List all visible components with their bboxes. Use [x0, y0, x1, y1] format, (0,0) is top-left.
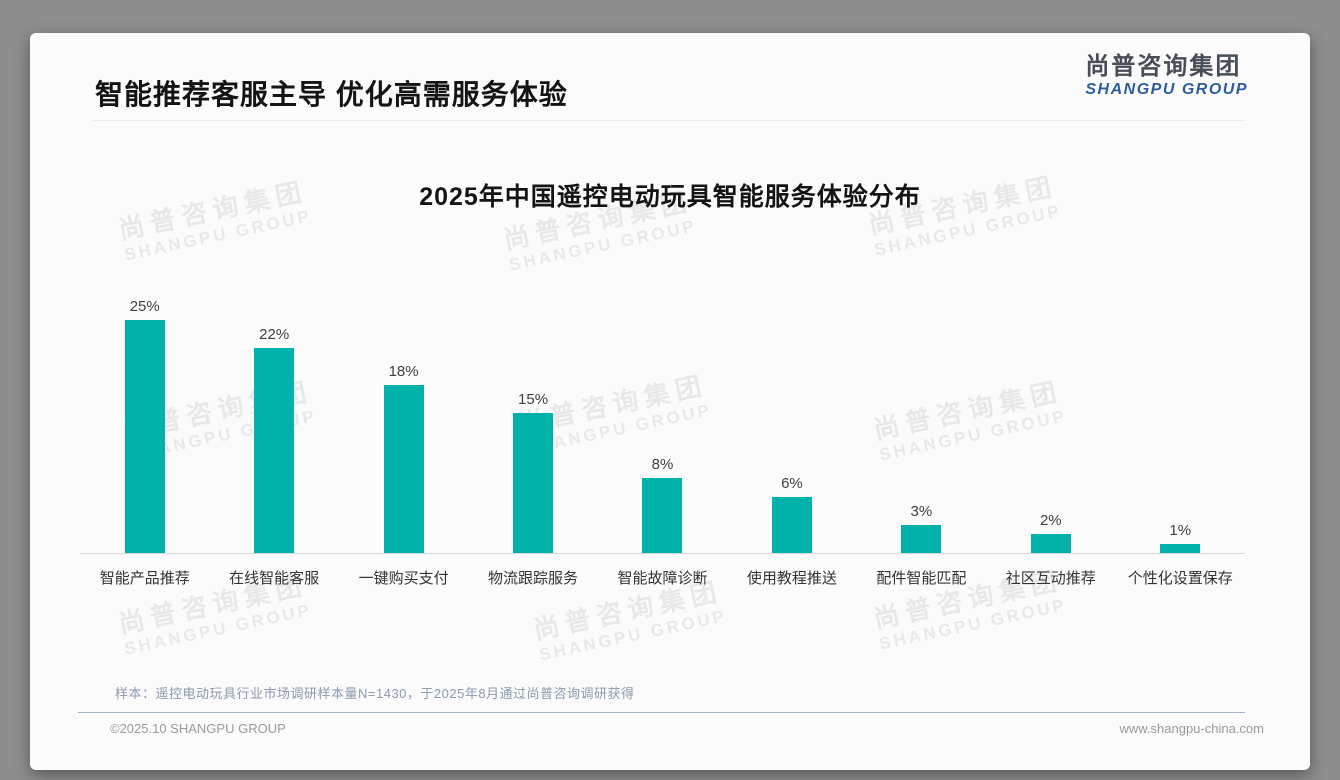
- bar: [513, 413, 554, 553]
- category-label: 一键购买支付: [358, 570, 449, 587]
- bar-value-label: 8%: [651, 456, 674, 473]
- category-label: 使用教程推送: [746, 570, 837, 587]
- bar-value-label: 6%: [781, 475, 803, 492]
- category-label: 智能故障诊断: [617, 570, 708, 587]
- bar-value-label: 15%: [518, 391, 549, 408]
- logo-text-cn: 尚普咨询集团: [1085, 53, 1242, 80]
- bar-column: 2%: [986, 512, 1115, 553]
- footer-divider: [78, 712, 1245, 713]
- bar-column: 6%: [727, 475, 856, 553]
- bar-column: 3%: [857, 503, 986, 553]
- bar-value-label: 3%: [910, 503, 933, 520]
- company-logo: 尚普咨询集团 SHANGPU GROUP: [1085, 53, 1248, 99]
- category-label: 物流跟踪服务: [488, 570, 579, 587]
- bar: [124, 320, 165, 553]
- bar: [254, 348, 295, 553]
- bar: [901, 525, 942, 553]
- bar: [383, 385, 424, 553]
- watermark-line2: SHANGPU GROUP: [877, 595, 1069, 654]
- chart-category-axis: 智能产品推荐 在线智能客服 一键购买支付 物流跟踪服务 智能故障诊断 使用教程推送 配件智能…: [80, 567, 1245, 588]
- website-url: www.shangpu-china.com: [1119, 721, 1264, 736]
- bar-column: 22%: [209, 326, 338, 553]
- bar: [1030, 534, 1071, 553]
- bar-column: 18%: [339, 363, 468, 553]
- category-label: 智能产品推荐: [99, 570, 190, 587]
- bar-value-label: 1%: [1169, 522, 1192, 539]
- bar-value-label: 22%: [259, 326, 290, 343]
- bar-chart: 25% 22% 18% 15% 8% 6% 3% 2% 1% 智能产品推荐 在线智能客服 一键购买支…: [80, 287, 1245, 588]
- category-label: 配件智能匹配: [876, 570, 967, 587]
- bar-column: 8%: [598, 456, 727, 553]
- watermark: 尚普咨询集团 SHANGPU GROUP: [531, 576, 730, 666]
- bar: [1160, 544, 1201, 553]
- footer: ©2025.10 SHANGPU GROUP www.shangpu-china…: [30, 721, 1310, 736]
- bar-value-label: 25%: [129, 298, 160, 315]
- bar-value-label: 18%: [388, 363, 419, 380]
- category-label: 社区互动推荐: [1005, 570, 1096, 587]
- header-divider: [92, 120, 1245, 121]
- slide-card: 智能推荐客服主导 优化高需服务体验 尚普咨询集团 SHANGPU GROUP 2…: [30, 33, 1310, 770]
- watermark-line2: SHANGPU GROUP: [122, 600, 314, 659]
- chart-plot-area: 25% 22% 18% 15% 8% 6% 3% 2% 1%: [80, 287, 1245, 554]
- bar-column: 1%: [1116, 522, 1245, 553]
- chart-title: 2025年中国遥控电动玩具智能服务体验分布: [419, 183, 921, 211]
- bar-value-label: 2%: [1039, 512, 1062, 529]
- category-label: 在线智能客服: [229, 570, 320, 587]
- category-label: 个性化设置保存: [1127, 570, 1233, 587]
- watermark-line2: SHANGPU GROUP: [122, 206, 314, 265]
- bar: [771, 497, 812, 553]
- watermark-line2: SHANGPU GROUP: [507, 216, 699, 275]
- source-note: 样本：遥控电动玩具行业市场调研样本量N=1430，于2025年8月通过尚普咨询调…: [115, 686, 635, 701]
- logo-text-en: SHANGPU GROUP: [1085, 80, 1248, 98]
- bar-column: 15%: [468, 391, 597, 553]
- bar-column: 25%: [80, 298, 209, 553]
- copyright-text: ©2025.10 SHANGPU GROUP: [110, 721, 286, 736]
- watermark-line2: SHANGPU GROUP: [537, 606, 729, 665]
- page-title: 智能推荐客服主导 优化高需服务体验: [95, 79, 568, 110]
- bar: [642, 478, 683, 553]
